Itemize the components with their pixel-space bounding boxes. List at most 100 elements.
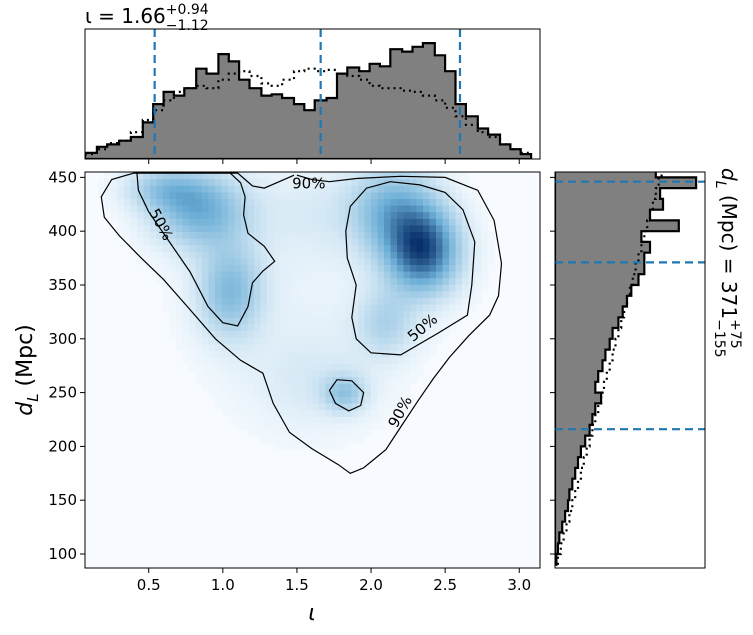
- density-cell: [416, 185, 424, 193]
- density-cell: [267, 238, 275, 246]
- density-cell: [247, 271, 255, 279]
- density-cell: [273, 198, 281, 206]
- density-cell: [397, 376, 405, 384]
- density-cell: [384, 218, 392, 226]
- density-cell: [442, 218, 450, 226]
- density-cell: [195, 330, 203, 338]
- density-cell: [345, 389, 353, 397]
- density-cell: [345, 403, 353, 411]
- density-cell: [423, 231, 431, 239]
- density-cell: [384, 337, 392, 345]
- density-cell: [273, 376, 281, 384]
- density-cell: [189, 231, 197, 239]
- density-cell: [234, 343, 242, 351]
- density-cell: [228, 389, 236, 397]
- density-cell: [182, 185, 190, 193]
- density-cell: [202, 376, 210, 384]
- density-cell: [293, 218, 301, 226]
- density-cell: [332, 376, 340, 384]
- density-cell: [358, 172, 366, 180]
- density-cell: [312, 205, 320, 213]
- density-cell: [208, 185, 216, 193]
- density-cell: [260, 376, 268, 384]
- density-cell: [468, 211, 476, 219]
- density-cell: [351, 383, 359, 391]
- density-cell: [280, 251, 288, 259]
- density-cell: [455, 231, 463, 239]
- density-cell: [299, 416, 307, 424]
- density-cell: [345, 304, 353, 312]
- density-cell: [358, 297, 366, 305]
- density-cell: [189, 356, 197, 364]
- density-cell: [351, 264, 359, 272]
- density-cell: [338, 224, 346, 232]
- density-cell: [403, 185, 411, 193]
- density-cell: [208, 271, 216, 279]
- density-cell: [410, 205, 418, 213]
- density-cell: [280, 290, 288, 298]
- density-cell: [228, 317, 236, 325]
- density-cell: [449, 178, 457, 186]
- density-cell: [221, 178, 229, 186]
- density-cell: [371, 317, 379, 325]
- y-tick-label: 300: [48, 330, 77, 348]
- density-cell: [228, 277, 236, 285]
- dl-upper-error: +75: [727, 319, 743, 349]
- density-cell: [267, 244, 275, 252]
- density-cell: [423, 330, 431, 338]
- density-cell: [358, 304, 366, 312]
- density-cell: [202, 185, 210, 193]
- density-cell: [312, 257, 320, 265]
- density-cell: [312, 310, 320, 318]
- density-cell: [286, 323, 294, 331]
- density-cell: [293, 198, 301, 206]
- density-cell: [286, 376, 294, 384]
- density-cell: [371, 350, 379, 358]
- density-cell: [176, 185, 184, 193]
- density-cell: [358, 323, 366, 331]
- density-cell: [228, 290, 236, 298]
- density-cell: [299, 436, 307, 444]
- density-cell: [293, 396, 301, 404]
- density-cell: [130, 238, 138, 246]
- density-cell: [260, 277, 268, 285]
- density-cell: [423, 271, 431, 279]
- density-cell: [325, 317, 333, 325]
- density-cell: [449, 218, 457, 226]
- top-histogram-frame: [84, 28, 541, 160]
- density-cell: [306, 317, 314, 325]
- density-cell: [176, 310, 184, 318]
- density-cell: [228, 224, 236, 232]
- density-cell: [410, 224, 418, 232]
- density-cell: [169, 284, 177, 292]
- density-cell: [384, 191, 392, 199]
- density-cell: [215, 224, 223, 232]
- density-cell: [312, 376, 320, 384]
- density-cell: [338, 310, 346, 318]
- density-cell: [273, 317, 281, 325]
- density-cell: [254, 290, 262, 298]
- density-cell: [260, 429, 268, 437]
- density-cell: [254, 416, 262, 424]
- density-cell: [481, 231, 489, 239]
- density-cell: [397, 238, 405, 246]
- density-cell: [436, 211, 444, 219]
- density-cell: [254, 297, 262, 305]
- density-cell: [351, 178, 359, 186]
- x-tick-label: 0.5: [137, 576, 161, 594]
- density-cell: [436, 337, 444, 345]
- density-cell: [364, 231, 372, 239]
- density-cell: [319, 211, 327, 219]
- density-cell: [462, 251, 470, 259]
- density-cell: [267, 172, 275, 180]
- density-cell: [247, 356, 255, 364]
- density-cell: [247, 409, 255, 417]
- density-cell: [319, 436, 327, 444]
- density-cell: [429, 310, 437, 318]
- density-cell: [488, 244, 496, 252]
- density-cell: [202, 172, 210, 180]
- density-cell: [338, 290, 346, 298]
- density-cell: [169, 251, 177, 259]
- density-cell: [410, 211, 418, 219]
- density-cell: [221, 244, 229, 252]
